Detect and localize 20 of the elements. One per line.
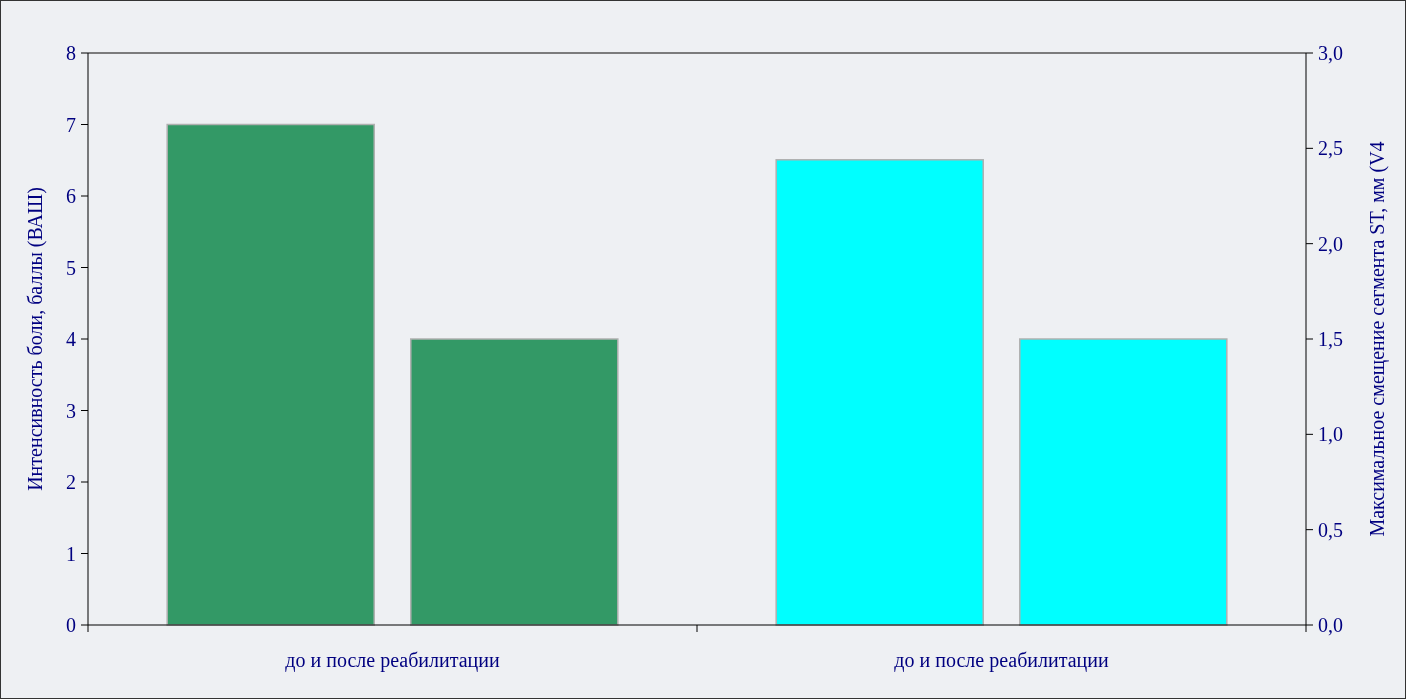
y-tick-label: 1: [66, 542, 76, 565]
x-tick-label: до и после реабилитации: [285, 649, 500, 672]
y-tick-label: 8: [66, 42, 76, 64]
y2-axis-title: Максимальное смещение сегмента ST, мм (V4: [1366, 141, 1389, 537]
y2-tick-label: 2,5: [1318, 137, 1343, 160]
y2-tick-label: 3,0: [1318, 42, 1343, 64]
y2-tick-label: 1,5: [1318, 328, 1343, 350]
x-tick-label: до и после реабилитации: [894, 649, 1109, 672]
y2-tick-label: 0,5: [1318, 518, 1343, 541]
y-axis-title: Интенсивность боли, баллы (ВАШ): [24, 187, 47, 491]
y2-tick-label: 2,0: [1318, 232, 1343, 255]
y2-tick-label: 1,0: [1318, 423, 1343, 446]
y-tick-label: 4: [66, 328, 76, 350]
y2-tick-label: 0,0: [1318, 614, 1343, 636]
y-tick-label: 7: [66, 113, 76, 136]
y-tick-label: 5: [66, 256, 76, 279]
y-tick-label: 0: [66, 614, 76, 636]
y-tick-label: 6: [66, 185, 76, 207]
y-tick-label: 2: [66, 471, 76, 493]
y-tick-label: 3: [66, 399, 76, 422]
